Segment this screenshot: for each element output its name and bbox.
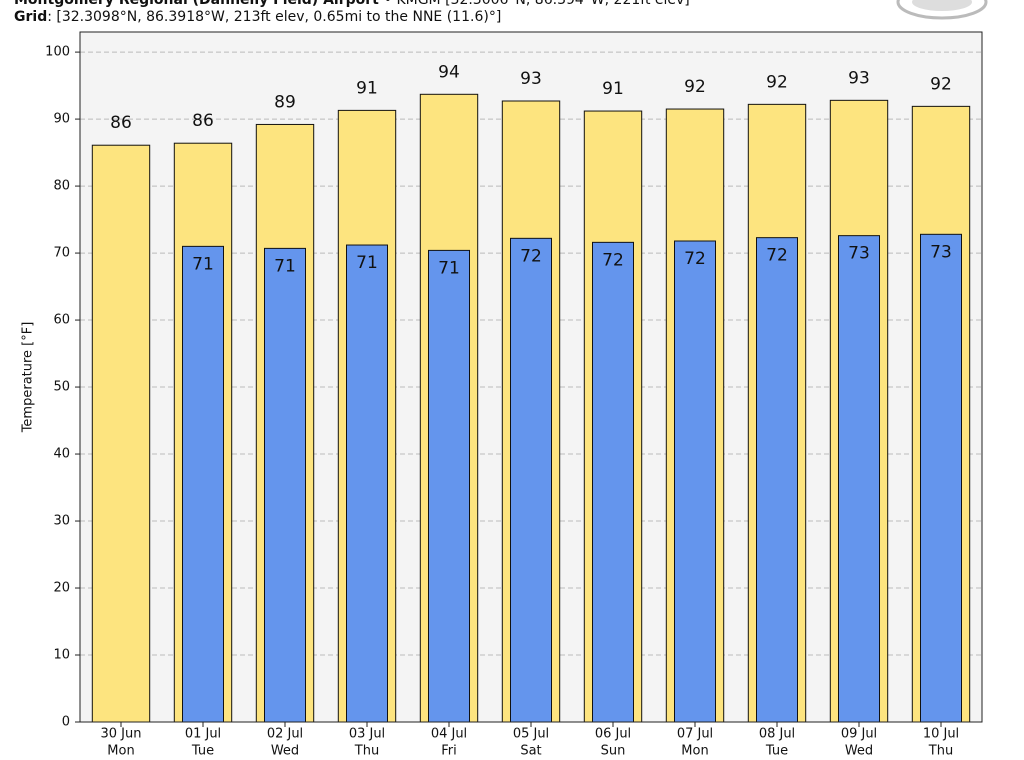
x-tick-label: 03 Jul <box>349 727 385 742</box>
value-label: 92 <box>766 72 788 92</box>
y-tick-label: 40 <box>53 447 70 462</box>
x-tick-label: 07 Jul <box>677 727 713 742</box>
value-label: 71 <box>274 256 296 276</box>
value-label: 71 <box>356 253 378 273</box>
bar <box>838 235 880 723</box>
x-tick-label: 04 Jul <box>431 727 467 742</box>
x-tick-label: 05 Jul <box>513 727 549 742</box>
x-tick-label: 06 Jul <box>595 727 631 742</box>
x-tick-label: 10 Jul <box>923 727 959 742</box>
bar <box>756 237 798 723</box>
x-tick-weekday: Wed <box>845 744 873 759</box>
y-tick-label: 100 <box>45 45 70 60</box>
y-tick-label: 0 <box>62 715 70 730</box>
x-tick-weekday: Mon <box>681 744 708 759</box>
value-label: 73 <box>848 244 870 264</box>
value-label: 71 <box>438 258 460 278</box>
y-tick-label: 60 <box>53 313 70 328</box>
value-label: 93 <box>520 69 542 89</box>
x-tick-weekday: Wed <box>271 744 299 759</box>
value-label: 92 <box>684 77 706 97</box>
value-label: 71 <box>192 254 214 274</box>
y-tick-label: 90 <box>53 112 70 127</box>
x-tick-label: 02 Jul <box>267 727 303 742</box>
value-label: 91 <box>602 79 624 99</box>
y-tick-label: 70 <box>53 246 70 261</box>
value-label: 92 <box>930 74 952 94</box>
value-label: 86 <box>192 111 214 131</box>
bar <box>91 144 151 723</box>
subtitle-label: Grid <box>14 9 47 25</box>
value-label: 86 <box>110 113 132 133</box>
bar <box>920 233 962 723</box>
value-label: 72 <box>602 250 624 270</box>
chart-subtitle: Grid: [32.3098°N, 86.3918°W, 213ft elev,… <box>14 9 501 25</box>
bar <box>346 244 388 723</box>
x-tick-weekday: Mon <box>107 744 134 759</box>
x-tick-weekday: Tue <box>191 744 214 759</box>
value-label: 93 <box>848 68 870 88</box>
chart-title: Montgomery Regional (Dannelly Field) Air… <box>14 0 690 8</box>
x-tick-label: 30 Jun <box>101 727 142 742</box>
value-label: 73 <box>930 242 952 262</box>
bar <box>264 247 306 723</box>
value-label: 72 <box>520 246 542 266</box>
value-label: 89 <box>274 92 296 112</box>
title-suffix: • KMGM [32.3006°N, 86.394°W, 221ft elev] <box>384 0 690 8</box>
bar <box>428 249 470 723</box>
y-tick-label: 80 <box>53 179 70 194</box>
x-tick-weekday: Sun <box>601 744 626 759</box>
y-tick-label: 50 <box>53 380 70 395</box>
x-tick-weekday: Tue <box>765 744 788 759</box>
y-tick-label: 20 <box>53 581 70 596</box>
y-axis-label: Temperature [°F] <box>21 322 36 434</box>
value-label: 91 <box>356 78 378 98</box>
x-tick-weekday: Fri <box>441 744 457 759</box>
bar <box>674 240 716 723</box>
plot-frame <box>79 31 983 723</box>
x-tick-weekday: Sat <box>520 744 541 759</box>
bar <box>510 237 552 723</box>
value-label: 72 <box>684 249 706 269</box>
x-tick-weekday: Thu <box>928 744 953 759</box>
value-label: 94 <box>438 62 460 82</box>
bar <box>182 245 224 723</box>
bar <box>592 241 634 723</box>
value-label: 72 <box>766 246 788 266</box>
title-text: Montgomery Regional (Dannelly Field) Air… <box>14 0 379 8</box>
x-tick-label: 08 Jul <box>759 727 795 742</box>
y-tick-label: 10 <box>53 648 70 663</box>
logo <box>896 0 988 20</box>
x-tick-label: 09 Jul <box>841 727 877 742</box>
subtitle-text: : [32.3098°N, 86.3918°W, 213ft elev, 0.6… <box>47 9 501 25</box>
x-tick-weekday: Thu <box>354 744 379 759</box>
x-tick-label: 01 Jul <box>185 727 221 742</box>
y-tick-label: 30 <box>53 514 70 529</box>
